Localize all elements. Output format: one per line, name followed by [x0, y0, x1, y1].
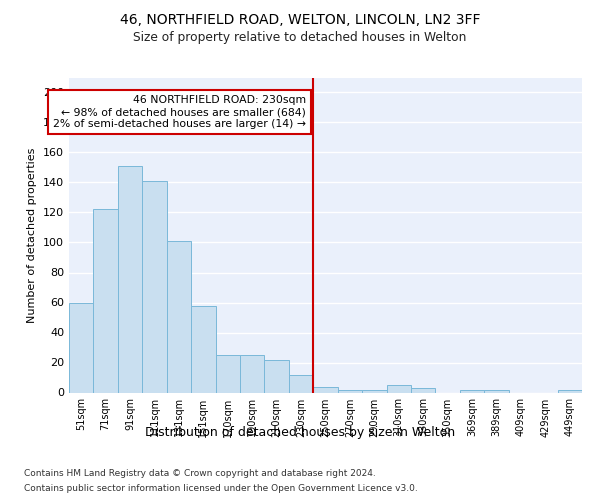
Text: Size of property relative to detached houses in Welton: Size of property relative to detached ho…	[133, 31, 467, 44]
Text: 46, NORTHFIELD ROAD, WELTON, LINCOLN, LN2 3FF: 46, NORTHFIELD ROAD, WELTON, LINCOLN, LN…	[120, 12, 480, 26]
Bar	[484, 390, 509, 392]
Bar	[69, 302, 94, 392]
Bar	[557, 390, 582, 392]
Text: Contains public sector information licensed under the Open Government Licence v3: Contains public sector information licen…	[24, 484, 418, 493]
Bar	[338, 390, 362, 392]
Bar	[215, 355, 240, 393]
Bar	[265, 360, 289, 392]
Text: 46 NORTHFIELD ROAD: 230sqm
← 98% of detached houses are smaller (684)
2% of semi: 46 NORTHFIELD ROAD: 230sqm ← 98% of deta…	[53, 96, 306, 128]
Bar	[240, 355, 265, 393]
Bar	[167, 241, 191, 392]
Bar	[289, 374, 313, 392]
Bar	[362, 390, 386, 392]
Bar	[191, 306, 215, 392]
Bar	[411, 388, 436, 392]
Bar	[94, 210, 118, 392]
Bar	[118, 166, 142, 392]
Bar	[460, 390, 484, 392]
Text: Distribution of detached houses by size in Welton: Distribution of detached houses by size …	[145, 426, 455, 439]
Y-axis label: Number of detached properties: Number of detached properties	[28, 148, 37, 322]
Bar	[142, 181, 167, 392]
Bar	[313, 386, 338, 392]
Bar	[386, 385, 411, 392]
Text: Contains HM Land Registry data © Crown copyright and database right 2024.: Contains HM Land Registry data © Crown c…	[24, 469, 376, 478]
